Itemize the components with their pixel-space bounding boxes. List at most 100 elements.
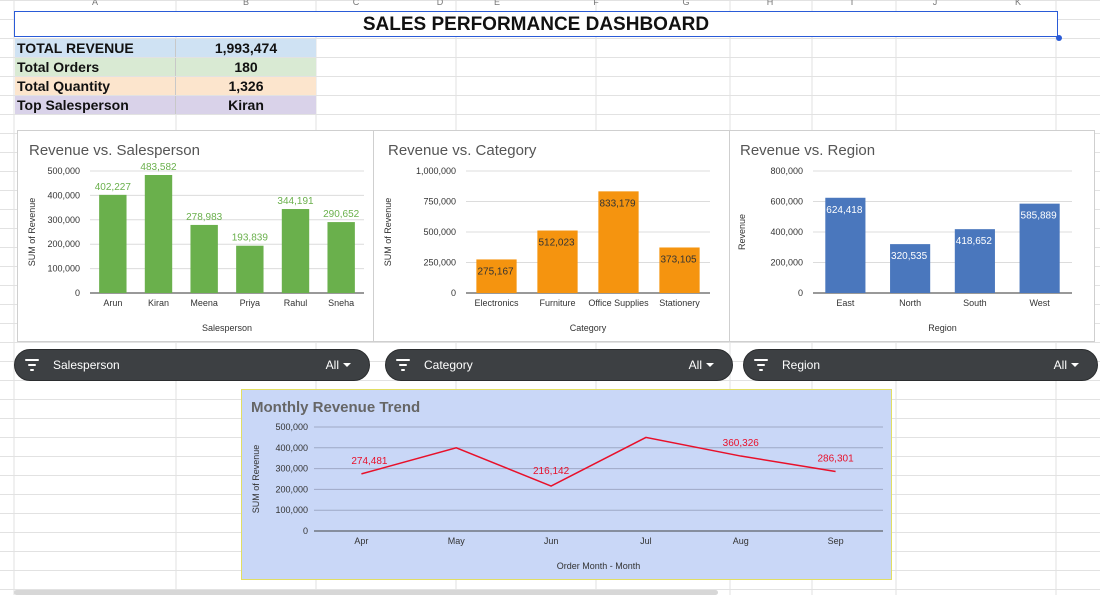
bar xyxy=(825,197,866,293)
slicer-category[interactable]: Category All xyxy=(385,349,733,381)
y-tick-label: 0 xyxy=(303,526,308,536)
horizontal-scrollbar[interactable] xyxy=(14,590,718,595)
kpi-value: 1,326 xyxy=(176,77,316,95)
x-tick-label: Office Supplies xyxy=(588,298,649,308)
slicer-value[interactable]: All xyxy=(325,358,339,372)
slicer-label: Salesperson xyxy=(53,358,120,372)
y-tick-label: 0 xyxy=(451,288,456,298)
chart-revenue-vs-region[interactable]: Revenue vs. Region 0 200,000 400,000 600,00… xyxy=(729,130,1095,342)
data-label: 344,191 xyxy=(277,196,314,207)
data-label: 833,179 xyxy=(599,198,636,209)
column-header[interactable]: I xyxy=(850,0,854,7)
x-tick-label: West xyxy=(1029,298,1050,308)
column-header[interactable]: B xyxy=(242,0,249,7)
chart-plot: 0 100,000 200,000 300,000 400,000 500,000 Apr 2… xyxy=(251,422,883,571)
column-header[interactable]: D xyxy=(436,0,444,7)
y-tick-label: 400,000 xyxy=(275,443,308,453)
chart-revenue-vs-salesperson[interactable]: Revenue vs. Salesperson 0 100,000 200,000 3… xyxy=(17,130,374,342)
dashboard-title[interactable]: SALES PERFORMANCE DASHBOARD xyxy=(14,11,1058,37)
y-tick-label: 600,000 xyxy=(770,197,803,207)
y-tick-label: 200,000 xyxy=(770,258,803,268)
bar xyxy=(537,230,578,293)
x-axis-title: Region xyxy=(928,323,957,333)
y-tick-label: 1,000,000 xyxy=(416,166,456,176)
y-axis-title: SUM of Revenue xyxy=(27,198,37,267)
y-tick-label: 500,000 xyxy=(47,166,80,176)
x-tick-label: North xyxy=(899,298,921,308)
data-label: 275,167 xyxy=(477,266,514,277)
slicer-value[interactable]: All xyxy=(688,358,702,372)
x-tick-label: Sneha xyxy=(328,298,354,308)
slicer-label: Category xyxy=(424,358,473,372)
data-label: 402,227 xyxy=(95,182,132,193)
x-tick-label: South xyxy=(963,298,987,308)
column-header[interactable]: J xyxy=(932,0,938,7)
y-tick-label: 200,000 xyxy=(47,239,80,249)
y-tick-label: 0 xyxy=(798,288,803,298)
x-tick-label: Kiran xyxy=(148,298,169,308)
kpi-label: TOTAL REVENUE xyxy=(15,39,176,57)
y-tick-label: 800,000 xyxy=(770,166,803,176)
filter-icon xyxy=(396,359,410,371)
resize-handle[interactable] xyxy=(1056,35,1062,41)
slicer-salesperson[interactable]: Salesperson All xyxy=(14,349,370,381)
slicer-value[interactable]: All xyxy=(1053,358,1067,372)
y-tick-label: 200,000 xyxy=(275,484,308,494)
data-label: 373,105 xyxy=(660,254,697,265)
bar xyxy=(190,224,218,293)
column-header[interactable]: E xyxy=(493,0,500,7)
x-tick-label: Meena xyxy=(190,298,218,308)
x-axis-title: Category xyxy=(570,323,607,333)
column-header[interactable]: G xyxy=(682,0,690,7)
filter-icon xyxy=(754,359,768,371)
series-line xyxy=(361,436,836,487)
kpi-label: Total Quantity xyxy=(15,77,176,95)
chart-revenue-vs-category[interactable]: Revenue vs. Category 0 250,000 500,000 750,… xyxy=(373,130,730,342)
chart-plot: 0 200,000 400,000 600,000 800,000 East 624,418… xyxy=(737,166,1072,333)
dropdown-arrow-icon[interactable] xyxy=(706,363,714,367)
y-tick-label: 400,000 xyxy=(47,190,80,200)
column-header[interactable]: F xyxy=(593,0,599,7)
y-tick-label: 400,000 xyxy=(770,227,803,237)
chart-plot: 0 250,000 500,000 750,000 1,000,000 Electroni… xyxy=(383,166,710,333)
data-label: 624,418 xyxy=(826,205,863,216)
dropdown-arrow-icon[interactable] xyxy=(343,363,351,367)
chart-title: Monthly Revenue Trend xyxy=(251,399,421,416)
dropdown-arrow-icon[interactable] xyxy=(1071,363,1079,367)
y-tick-label: 0 xyxy=(75,288,80,298)
bar xyxy=(144,175,173,293)
x-axis-title: Order Month - Month xyxy=(557,561,641,571)
y-tick-label: 300,000 xyxy=(47,215,80,225)
column-header[interactable]: K xyxy=(1014,0,1021,7)
bar xyxy=(659,247,700,293)
data-label: 483,582 xyxy=(140,162,177,173)
column-header[interactable]: H xyxy=(766,0,774,7)
data-label: 512,023 xyxy=(538,238,575,249)
column-header[interactable]: C xyxy=(352,0,360,7)
column-header[interactable]: A xyxy=(91,0,98,7)
chart-title: Revenue vs. Region xyxy=(740,142,876,159)
x-tick-label: Jul xyxy=(640,536,652,546)
data-label: 320,535 xyxy=(891,251,928,262)
chart-monthly-revenue-trend[interactable]: Monthly Revenue Trend 0 100,000 200,000 300… xyxy=(241,389,892,580)
slicer-region[interactable]: Region All xyxy=(743,349,1098,381)
x-tick-label: Apr xyxy=(354,536,368,546)
x-tick-label: Priya xyxy=(240,298,261,308)
x-tick-label: Jun xyxy=(544,536,559,546)
data-label: 278,983 xyxy=(186,212,223,223)
bar xyxy=(476,259,517,293)
data-label: 418,652 xyxy=(956,236,993,247)
y-tick-label: 500,000 xyxy=(275,422,308,432)
y-tick-label: 500,000 xyxy=(423,227,456,237)
slicer-label: Region xyxy=(782,358,821,372)
kpi-label: Top Salesperson xyxy=(15,96,176,114)
x-axis-title: Salesperson xyxy=(202,323,252,333)
kpi-value: 1,993,474 xyxy=(176,39,316,57)
x-tick-label: May xyxy=(448,536,466,546)
x-tick-label: Sep xyxy=(828,536,844,546)
kpi-label: Total Orders xyxy=(15,58,176,76)
y-tick-label: 250,000 xyxy=(423,258,456,268)
kpi-value: Kiran xyxy=(176,96,316,114)
bar xyxy=(598,191,639,293)
data-label: 360,326 xyxy=(723,438,760,449)
